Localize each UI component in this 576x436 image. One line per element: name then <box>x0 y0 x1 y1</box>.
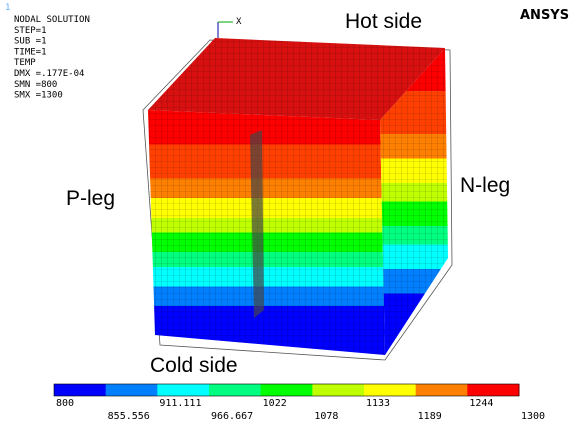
legend-label: 911.111 <box>159 398 201 409</box>
info-line: DMX =.177E-04 <box>14 69 84 79</box>
legend-swatch <box>467 384 520 396</box>
legend-label: 1300 <box>521 411 545 422</box>
legend-label: 1133 <box>366 398 390 409</box>
annotation: Hot side <box>345 10 422 33</box>
info-line: SMN =800 <box>14 80 57 90</box>
legend-label: 800 <box>56 398 74 409</box>
svg-text:X: X <box>236 17 242 27</box>
legend-swatch <box>209 384 262 396</box>
legend-label: 966.667 <box>211 411 253 422</box>
legend-label: 855.556 <box>108 411 150 422</box>
annotation: N-leg <box>460 174 510 197</box>
info-line: SMX =1300 <box>14 91 63 101</box>
legend-label: 1244 <box>469 398 493 409</box>
legend-swatch <box>312 384 365 396</box>
legend-label: 1189 <box>418 411 442 422</box>
legend-swatch <box>260 384 313 396</box>
info-line: NODAL SOLUTION <box>14 15 90 25</box>
legend-swatch <box>415 384 468 396</box>
legend-label: 1022 <box>263 398 287 409</box>
legend-swatch <box>54 384 107 396</box>
info-line: STEP=1 <box>14 26 47 36</box>
color-legend: 800 855.556 911.111 966.667 1022 1078 1133 1189… <box>53 383 545 422</box>
legend-swatch <box>105 384 158 396</box>
info-line: TIME=1 <box>14 47 47 57</box>
annotation: P-leg <box>66 187 115 210</box>
legend-swatch <box>364 384 417 396</box>
logo: ANSYS <box>520 8 569 23</box>
window-number: 1 <box>5 3 10 13</box>
legend-swatch <box>157 384 210 396</box>
info-line: SUB =1 <box>14 37 47 47</box>
model: X <box>142 17 453 361</box>
legend-frame <box>53 383 520 397</box>
annotation: Cold side <box>150 354 238 377</box>
info-line: TEMP <box>14 58 36 68</box>
legend-label: 1078 <box>314 411 338 422</box>
